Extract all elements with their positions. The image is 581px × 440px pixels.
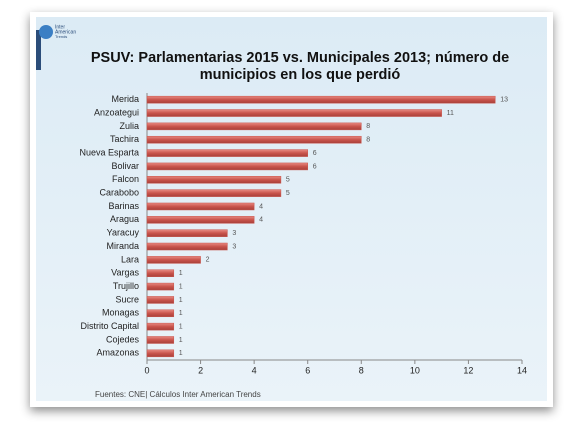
x-tick-label: 4 (252, 365, 257, 375)
bar (146, 349, 175, 358)
data-label: 1 (179, 283, 183, 290)
data-label: 6 (313, 150, 317, 157)
data-label: 3 (232, 230, 236, 237)
data-label: 4 (259, 203, 263, 210)
logo-text: Inter (55, 24, 65, 30)
y-tick-label: Distrito Capital (80, 321, 139, 331)
bar (146, 269, 175, 277)
y-tick-label: Cojedes (106, 334, 140, 344)
bar (146, 282, 175, 291)
y-tick-label: Sucre (115, 294, 139, 304)
chart-title: municipios en los que perdió (200, 67, 401, 83)
y-tick-label: Zulia (119, 121, 139, 131)
bar (146, 202, 255, 211)
y-tick-label: Carabobo (99, 188, 139, 198)
logo-globe (39, 25, 53, 39)
chart-title: PSUV: Parlamentarias 2015 vs. Municipale… (91, 50, 509, 66)
data-label: 1 (179, 350, 183, 357)
bar (146, 135, 362, 144)
data-label: 1 (179, 323, 183, 330)
y-tick-label: Trujillo (113, 281, 139, 291)
data-label: 1 (179, 270, 183, 277)
logo-text: American (55, 29, 76, 35)
y-tick-label: Amazonas (96, 348, 139, 358)
data-label: 6 (313, 163, 317, 170)
y-tick-label: Yaracuy (107, 228, 140, 238)
data-label: 11 (447, 110, 454, 117)
y-tick-label: Barinas (108, 201, 139, 211)
data-label: 8 (366, 123, 370, 130)
y-tick-label: Lara (121, 254, 139, 264)
bar (146, 176, 282, 184)
data-label: 1 (179, 337, 183, 344)
bar (146, 296, 175, 304)
x-tick-label: 10 (410, 365, 420, 375)
y-tick-label: Merida (111, 94, 139, 104)
bar (146, 216, 255, 224)
y-tick-label: Falcon (112, 174, 139, 184)
x-tick-label: 6 (305, 365, 310, 375)
bar (146, 256, 201, 264)
y-tick-label: Tachira (110, 134, 139, 144)
data-label: 5 (286, 177, 290, 184)
bar (146, 322, 175, 331)
y-tick-label: Miranda (106, 241, 139, 251)
x-tick-label: 12 (463, 365, 473, 375)
bar (146, 162, 308, 171)
y-tick-label: Aragua (110, 214, 139, 224)
slide (36, 17, 547, 401)
y-tick-label: Anzoategui (94, 107, 139, 117)
bar (146, 189, 282, 197)
y-tick-label: Bolivar (111, 161, 139, 171)
y-tick-label: Monagas (102, 308, 140, 318)
bar (146, 122, 362, 131)
bar (146, 242, 228, 251)
bar (146, 95, 496, 104)
x-tick-label: 14 (517, 365, 527, 375)
y-tick-label: Nueva Esparta (79, 147, 139, 157)
data-label: 5 (286, 190, 290, 197)
data-label: 8 (366, 137, 370, 144)
data-label: 3 (232, 243, 236, 250)
bar (146, 336, 175, 344)
data-label: 13 (500, 97, 508, 104)
logo-text: Trends (55, 34, 67, 39)
bar (146, 229, 228, 237)
logo-bar (36, 30, 41, 70)
data-label: 2 (206, 257, 210, 264)
x-tick-label: 0 (144, 365, 149, 375)
x-tick-label: 2 (198, 365, 203, 375)
x-tick-label: 8 (359, 365, 364, 375)
y-tick-label: Vargas (111, 268, 139, 278)
bar (146, 149, 308, 157)
source-note: Fuentes: CNE| Cálculos Inter American Tr… (95, 390, 261, 399)
bar (146, 309, 175, 318)
data-label: 1 (179, 297, 183, 304)
data-label: 1 (179, 310, 183, 317)
bar (146, 109, 442, 117)
data-label: 4 (259, 217, 263, 224)
